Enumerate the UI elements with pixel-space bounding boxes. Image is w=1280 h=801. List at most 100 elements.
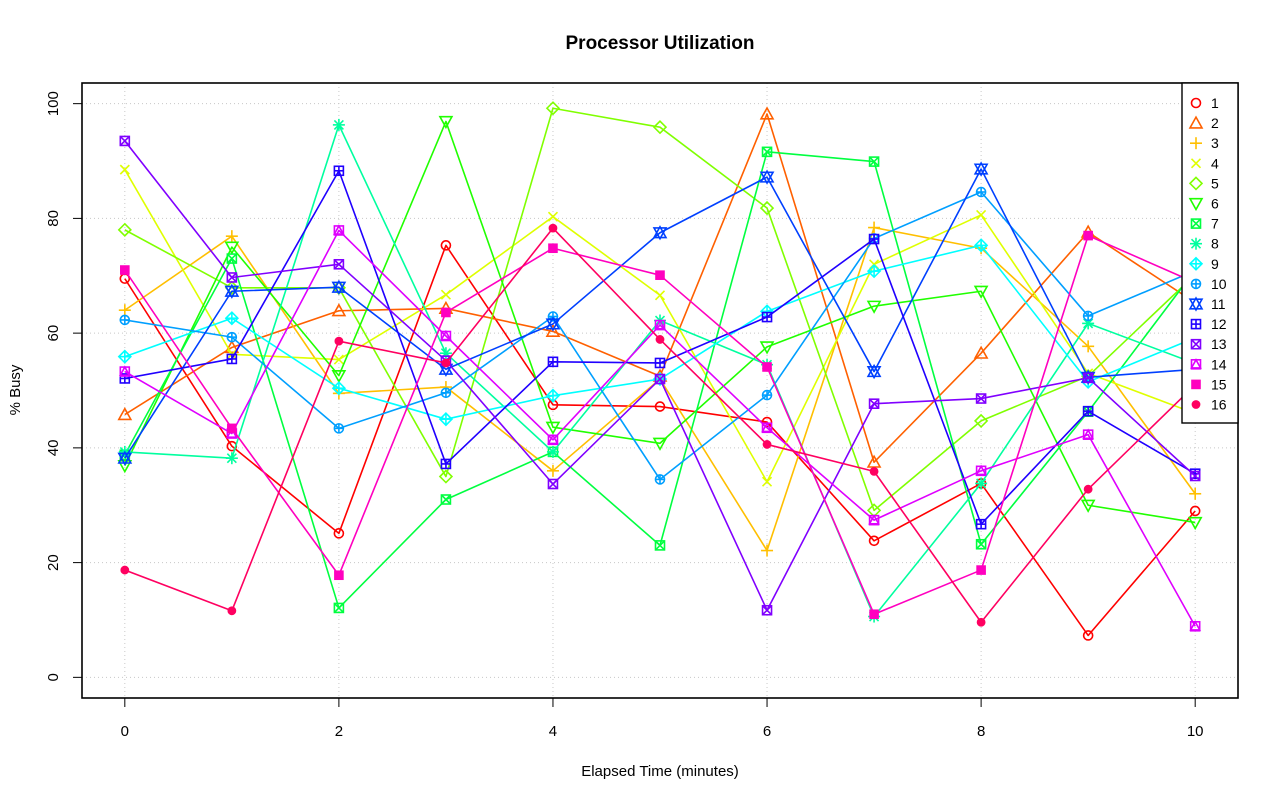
y-tick-label: 80 xyxy=(45,210,62,227)
data-point-9-3 xyxy=(438,412,454,427)
data-point-2-1 xyxy=(224,339,240,354)
data-point-7-3 xyxy=(440,494,451,505)
data-point-7-2 xyxy=(333,602,344,613)
data-point-7-6 xyxy=(761,146,773,158)
data-point-8-3 xyxy=(439,347,452,360)
data-point-12-6 xyxy=(761,311,773,323)
legend-box xyxy=(1181,82,1239,424)
x-tick-label: 4 xyxy=(549,723,557,740)
data-point-4-4 xyxy=(547,211,559,222)
y-tick-label: 40 xyxy=(45,440,62,457)
legend-marker-12 xyxy=(1190,318,1202,330)
data-point-2-8 xyxy=(973,345,989,359)
legend-marker-4 xyxy=(1190,158,1202,169)
data-point-10-2 xyxy=(333,423,345,434)
legend-marker-4 xyxy=(1190,158,1202,169)
data-point-12-5 xyxy=(654,357,666,369)
data-point-11-4 xyxy=(545,318,561,332)
data-point-13-5 xyxy=(654,373,666,385)
data-point-13-4 xyxy=(547,478,559,490)
data-point-6-10 xyxy=(1187,516,1203,531)
data-point-3-1 xyxy=(225,230,238,243)
data-point-6-6 xyxy=(759,341,775,355)
data-point-5-8 xyxy=(973,413,989,429)
data-point-5-3 xyxy=(438,469,454,484)
data-point-15-6 xyxy=(762,362,772,372)
data-point-12-2 xyxy=(333,165,345,177)
data-point-3-6 xyxy=(761,544,774,557)
data-point-7-6 xyxy=(761,146,773,157)
data-point-7-3 xyxy=(440,494,452,505)
legend-marker-5 xyxy=(1188,176,1204,191)
data-point-5-8 xyxy=(973,413,989,429)
data-point-4-8 xyxy=(976,209,987,221)
data-point-11-5 xyxy=(652,225,668,241)
data-point-15-1 xyxy=(227,423,237,434)
series-layer xyxy=(117,101,1203,641)
data-point-7-5 xyxy=(654,540,666,551)
data-point-13-0 xyxy=(119,135,130,147)
data-point-8-8 xyxy=(976,478,987,489)
data-point-1-9 xyxy=(1082,630,1094,641)
series-line-11 xyxy=(124,168,1196,459)
data-point-13-0 xyxy=(119,135,131,147)
data-point-15-9 xyxy=(1083,230,1093,241)
data-point-14-4 xyxy=(547,433,559,446)
data-point-6-4 xyxy=(545,421,561,435)
x-tick-label: 0 xyxy=(121,723,129,740)
data-point-1-6 xyxy=(761,416,773,428)
data-point-14-10 xyxy=(1189,620,1202,632)
data-point-16-3 xyxy=(441,358,451,368)
data-point-13-8 xyxy=(976,393,987,404)
data-point-15-2 xyxy=(334,570,344,581)
data-point-7-7 xyxy=(869,156,880,167)
data-point-7-5 xyxy=(654,540,666,551)
data-point-15-5 xyxy=(655,270,665,280)
data-point-14-5 xyxy=(654,318,666,330)
legend-marker-14 xyxy=(1190,358,1202,369)
data-point-15-3 xyxy=(441,307,451,318)
data-point-14-6 xyxy=(761,421,773,433)
data-point-6-3 xyxy=(438,115,454,130)
x-tick-label: 10 xyxy=(1187,723,1204,740)
data-point-7-1 xyxy=(226,253,237,264)
data-point-14-5 xyxy=(654,318,666,331)
data-point-16-6 xyxy=(762,440,772,449)
data-point-11-6 xyxy=(759,169,775,185)
data-point-2-6 xyxy=(759,106,775,120)
data-point-15-9 xyxy=(1083,230,1093,241)
data-point-4-6 xyxy=(761,476,773,487)
data-point-13-9 xyxy=(1083,372,1094,383)
data-point-6-10 xyxy=(1187,516,1203,531)
data-point-5-3 xyxy=(438,469,454,484)
legend-marker-15 xyxy=(1191,379,1201,390)
data-point-2-0 xyxy=(117,406,133,421)
data-point-2-1 xyxy=(224,339,240,354)
data-point-16-1 xyxy=(227,606,237,616)
legend-label-13: 13 xyxy=(1211,336,1227,352)
series-line-12 xyxy=(124,169,1196,525)
data-point-15-0 xyxy=(120,265,130,275)
data-point-2-4 xyxy=(545,323,561,338)
data-point-6-7 xyxy=(866,300,882,314)
data-point-14-2 xyxy=(333,224,345,235)
data-point-4-2 xyxy=(333,354,344,365)
data-point-9-8 xyxy=(973,238,989,253)
y-tick-label: 20 xyxy=(45,554,62,571)
data-point-12-3 xyxy=(440,458,452,470)
data-point-11-1 xyxy=(224,283,240,299)
data-point-15-4 xyxy=(548,243,558,254)
legend-label-7: 7 xyxy=(1211,216,1219,232)
data-point-1-5 xyxy=(654,401,666,412)
data-point-16-1 xyxy=(227,606,237,616)
data-point-5-6 xyxy=(759,200,775,216)
data-point-14-3 xyxy=(440,329,452,341)
legend-marker-15 xyxy=(1191,379,1201,390)
legend-marker-5 xyxy=(1188,176,1204,191)
legend-marker-13 xyxy=(1190,339,1202,350)
data-point-6-9 xyxy=(1080,499,1096,513)
data-point-8-2 xyxy=(333,119,344,130)
data-point-6-6 xyxy=(759,341,775,355)
data-point-4-3 xyxy=(440,289,451,300)
